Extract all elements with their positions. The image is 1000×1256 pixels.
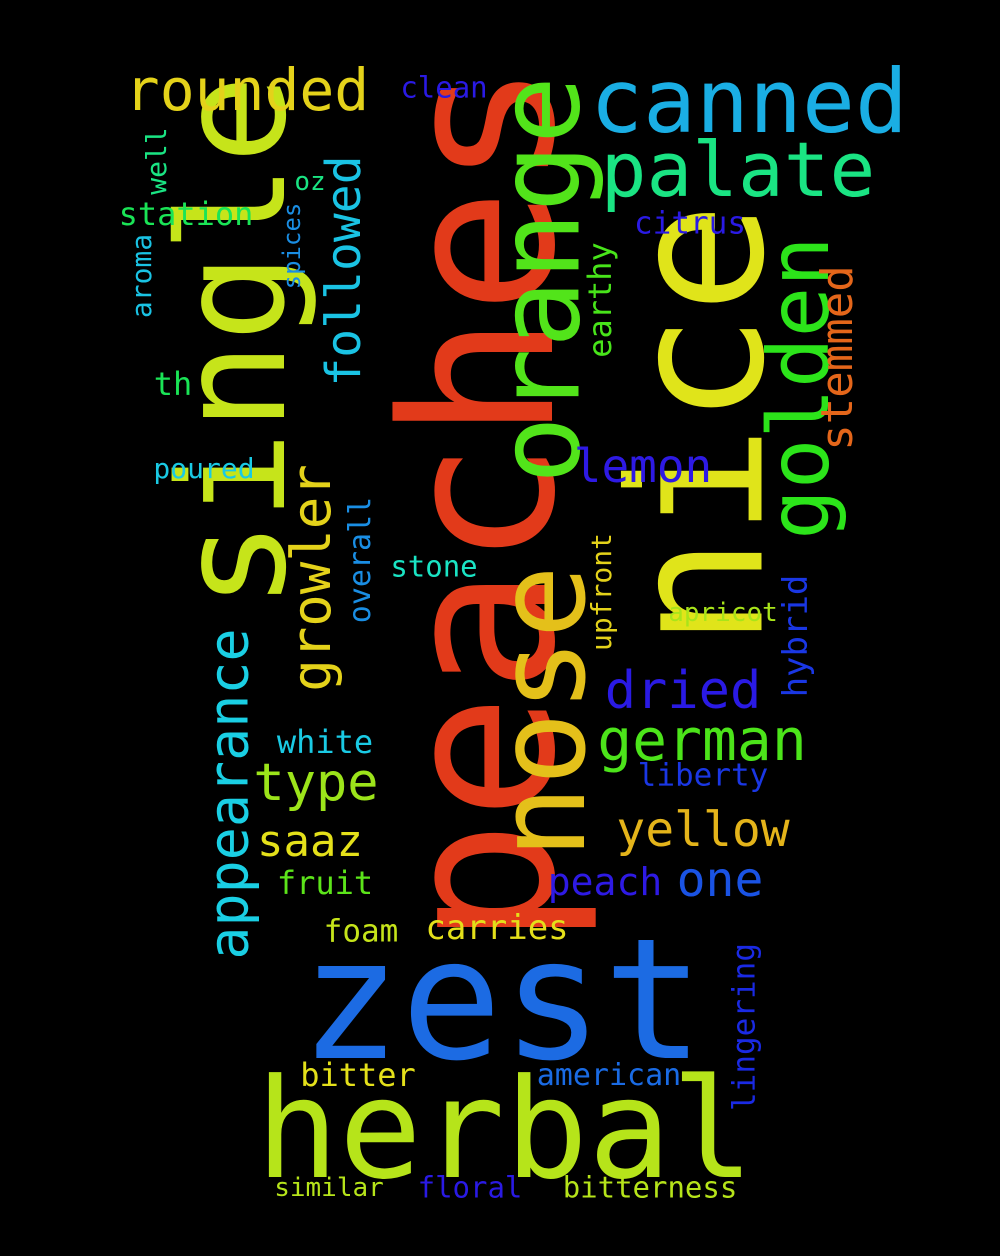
word-citrus: citrus bbox=[634, 205, 746, 242]
word-saaz: saaz bbox=[257, 816, 363, 867]
word-followed: followed bbox=[316, 155, 372, 387]
word-well: well bbox=[140, 127, 173, 195]
word-overall: overall bbox=[343, 496, 378, 624]
word-liberty: liberty bbox=[637, 757, 769, 794]
word-zest: zest bbox=[299, 902, 705, 1098]
word-fruit: fruit bbox=[276, 864, 374, 902]
word-dried: dried bbox=[604, 661, 762, 721]
word-stemmed: stemmed bbox=[812, 265, 863, 451]
word-poured: poured bbox=[153, 452, 255, 485]
word-bitter: bitter bbox=[300, 1056, 416, 1094]
word-growler: growler bbox=[280, 464, 343, 692]
word-clean: clean bbox=[400, 70, 488, 105]
word-white: white bbox=[276, 723, 374, 761]
word-lingering: lingering bbox=[726, 943, 763, 1111]
word-aroma: aroma bbox=[125, 233, 158, 319]
word-stone: stone bbox=[390, 549, 478, 584]
word-yellow: yellow bbox=[616, 802, 790, 858]
word-floral: floral bbox=[417, 1170, 523, 1205]
word-german: german bbox=[597, 706, 807, 774]
word-hybrid: hybrid bbox=[776, 574, 816, 698]
word-earthy: earthy bbox=[581, 242, 619, 358]
word-palate: palate bbox=[600, 125, 876, 214]
word-appearance: appearance bbox=[196, 628, 261, 960]
word-lemon: lemon bbox=[573, 439, 713, 493]
word-american: american bbox=[536, 1058, 682, 1093]
word-oz: oz bbox=[294, 167, 326, 197]
word-apricot: apricot bbox=[668, 598, 778, 628]
word-similar: similar bbox=[274, 1173, 384, 1203]
word-bitterness: bitterness bbox=[562, 1170, 738, 1205]
word-type: type bbox=[253, 753, 379, 813]
word-carries: carries bbox=[425, 908, 569, 948]
word-rounded: rounded bbox=[124, 56, 370, 124]
word-one: one bbox=[676, 852, 764, 908]
word-orange: orange bbox=[473, 75, 606, 485]
word-station: station bbox=[118, 195, 254, 233]
word-canned: canned bbox=[590, 50, 908, 153]
word-th: th bbox=[153, 365, 193, 403]
word-spices: spices bbox=[278, 202, 306, 290]
word-foam: foam bbox=[323, 913, 399, 950]
word-herbal: herbal bbox=[255, 1049, 755, 1210]
word-upfront: upfront bbox=[585, 532, 618, 652]
word-peach: peach bbox=[547, 860, 663, 904]
